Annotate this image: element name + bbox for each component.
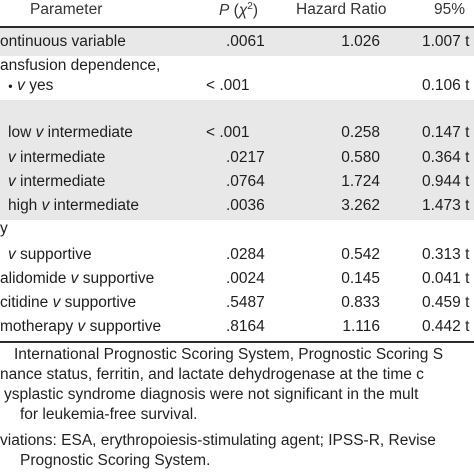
footnote-line: viations: ESA, erythropoiesis-stimulatin… <box>0 432 436 449</box>
footnote-line: nance status, ferritin, and lactate dehy… <box>0 366 424 383</box>
cell-ci: 0.106 t <box>422 77 470 94</box>
cell-hr: 0.542 <box>341 246 380 263</box>
cell-hr: 0.258 <box>341 124 380 141</box>
cell-hr: 0.580 <box>341 149 380 166</box>
table-row: ansfusion dependence, <box>0 56 474 100</box>
cell-parameter: v intermediate <box>8 173 106 190</box>
cell-p: .0764 <box>226 173 265 190</box>
header-parameter: Parameter <box>30 1 103 18</box>
cell-parameter: ontinuous variable <box>0 33 126 50</box>
cell-parameter: v intermediate <box>8 149 106 166</box>
cell-hr: 1.116 <box>342 318 380 335</box>
table-row: ontinuous variable .0061 1.026 1.007 t <box>0 28 474 56</box>
cell-parameter: citidine v supportive <box>0 294 137 311</box>
cell-parameter: v supportive <box>8 246 92 263</box>
cell-parameter: alidomide v supportive <box>0 270 155 287</box>
table-bottom-rule <box>0 341 474 343</box>
cell-hr: 0.145 <box>341 270 380 287</box>
cell-hr: 3.262 <box>341 197 380 214</box>
footnote-line: ysplastic syndrome diagnosis were not si… <box>4 386 419 403</box>
cell-ci: 0.442 t <box>422 318 470 335</box>
table-header: Parameter P (χ2) Hazard Ratio 95% <box>0 0 474 26</box>
table-row: citidine v supportive .5487 0.833 0.459 … <box>0 292 474 316</box>
cell-p: .0036 <box>226 197 265 214</box>
cell-hr: 1.724 <box>341 173 380 190</box>
cell-ci: 0.147 t <box>422 124 470 141</box>
cell-p: .8164 <box>226 318 265 335</box>
table-row: v intermediate .0764 1.724 0.944 t <box>0 170 474 194</box>
header-ci: 95% <box>434 1 466 18</box>
cell-ci: 0.944 t <box>422 173 470 190</box>
table-row: alidomide v supportive .0024 0.145 0.041… <box>0 268 474 292</box>
table-row: v supportive .0284 0.542 0.313 t <box>0 244 474 268</box>
cell-ci: 0.041 t <box>422 270 470 287</box>
cell-ci: 0.459 t <box>422 294 470 311</box>
cell-ci: 1.007 t <box>422 33 470 50</box>
cell-p: < .001 <box>206 124 250 141</box>
table-row: motherapy v supportive .8164 1.116 0.442… <box>0 316 474 340</box>
cell-ci: 0.313 t <box>422 246 470 263</box>
cell-parameter: y <box>0 220 8 237</box>
table-row: ● v yes < .001 0.106 t <box>0 74 474 100</box>
cell-parameter: motherapy v supportive <box>0 318 162 335</box>
cell-ci: 1.473 t <box>422 197 470 214</box>
table-row: v intermediate .0217 0.580 0.364 t <box>0 146 474 170</box>
cell-p: < .001 <box>206 77 250 94</box>
cell-p: .0284 <box>226 246 265 263</box>
table-row <box>0 100 474 120</box>
cell-parameter: high v intermediate <box>8 197 139 214</box>
cell-ci: 0.364 t <box>422 149 470 166</box>
cell-p: .5487 <box>226 294 265 311</box>
footnote-line: International Prognostic Scoring System,… <box>14 346 444 363</box>
footnote-line: Prognostic Scoring System. <box>20 452 211 469</box>
footnote-line: for leukemia-free survival. <box>20 406 198 423</box>
cell-parameter: ansfusion dependence, <box>0 57 161 74</box>
header-hazard-ratio: Hazard Ratio <box>296 1 387 18</box>
cell-parameter: low v intermediate <box>8 124 133 141</box>
cell-p: .0024 <box>226 270 265 287</box>
table-row: y <box>0 220 474 242</box>
cell-parameter: ● v yes <box>8 77 54 94</box>
cell-hr: 0.833 <box>341 294 380 311</box>
header-rule <box>0 26 474 28</box>
table-row: low v intermediate < .001 0.258 0.147 t <box>0 120 474 146</box>
cell-hr: 1.026 <box>341 33 380 50</box>
header-p-value: P (χ2) <box>219 1 259 20</box>
cell-p: .0061 <box>226 33 265 50</box>
table-row: high v intermediate .0036 3.262 1.473 t <box>0 194 474 220</box>
cell-p: .0217 <box>226 149 265 166</box>
